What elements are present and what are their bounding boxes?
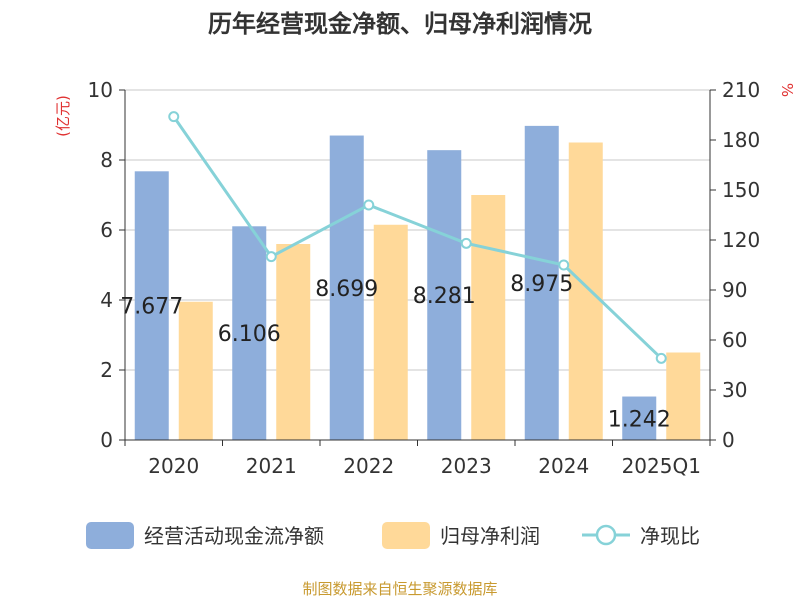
x-tick-label-5: 2025Q1 xyxy=(622,454,701,478)
ratio-line-series xyxy=(168,111,667,364)
ratio-point-2 xyxy=(363,199,375,211)
right-tick-label-2: 60 xyxy=(722,328,747,352)
ratio-point-3 xyxy=(460,237,472,249)
right-tick-label-4: 120 xyxy=(722,228,760,252)
data-label-cashflow-5: 1.242 xyxy=(608,407,671,432)
ratio-point-0 xyxy=(168,111,180,123)
left-tick-label-2: 4 xyxy=(100,288,113,312)
bar-cashflow-5 xyxy=(622,396,657,440)
chart-title: 历年经营现金净额、归母净利润情况 xyxy=(208,10,592,38)
legend: 经营活动现金流净额 归母净利润 净现比 xyxy=(86,522,700,549)
ratio-point-5 xyxy=(655,352,667,364)
right-tick-label-6: 180 xyxy=(722,128,760,152)
bar-profit-5 xyxy=(666,352,701,440)
left-tick-label-5: 10 xyxy=(88,78,113,102)
data-label-cashflow-1: 6.106 xyxy=(218,322,281,347)
bar-cashflow-3 xyxy=(427,150,462,441)
bar-profit-4 xyxy=(568,142,603,440)
ratio-point-1 xyxy=(265,251,277,263)
x-tick-label-0: 2020 xyxy=(148,454,199,478)
data-label-cashflow-3: 8.281 xyxy=(413,284,476,309)
x-tick-label-1: 2021 xyxy=(246,454,297,478)
bar-profit-2 xyxy=(373,224,408,440)
bar-profit-1 xyxy=(276,244,311,440)
legend-label-profit: 归母净利润 xyxy=(440,524,540,548)
right-axis-unit-label: % xyxy=(778,83,796,97)
left-tick-label-4: 8 xyxy=(100,148,113,172)
bar-profit-0 xyxy=(178,301,213,440)
left-tick-label-3: 6 xyxy=(100,218,113,242)
bar-cashflow-1 xyxy=(232,226,267,440)
bar-series xyxy=(134,125,701,441)
right-tick-label-0: 0 xyxy=(722,428,735,452)
legend-label-ratio: 净现比 xyxy=(640,524,700,548)
right-tick-label-7: 210 xyxy=(722,78,760,102)
legend-swatch-profit xyxy=(382,522,430,549)
right-tick-label-5: 150 xyxy=(722,178,760,202)
bar-cashflow-0 xyxy=(134,171,169,440)
data-label-cashflow-2: 8.699 xyxy=(315,277,378,302)
grid-lines xyxy=(125,89,710,371)
data-labels: 7.677 6.106 8.699 8.281 8.975 1.242 xyxy=(120,272,670,432)
right-tick-label-3: 90 xyxy=(722,278,747,302)
x-tick-label-4: 2024 xyxy=(538,454,589,478)
bar-cashflow-2 xyxy=(329,135,364,440)
bar-profit-3 xyxy=(471,195,506,440)
x-tick-label-3: 2023 xyxy=(441,454,492,478)
x-tick-label-2: 2022 xyxy=(343,454,394,478)
ratio-line xyxy=(172,115,663,360)
legend-label-cashflow: 经营活动现金流净额 xyxy=(144,524,324,548)
legend-marker-ratio xyxy=(595,524,617,546)
data-label-cashflow-4: 8.975 xyxy=(510,272,573,297)
bar-cashflow-4 xyxy=(524,125,559,440)
axes: 0 2 4 6 8 10 0 30 60 90 120 150 180 210 2020 2021 2022 20… xyxy=(88,78,761,478)
left-tick-label-1: 2 xyxy=(100,358,113,382)
right-tick-label-1: 30 xyxy=(722,378,747,402)
data-label-cashflow-0: 7.677 xyxy=(120,295,183,320)
left-tick-label-0: 0 xyxy=(100,428,113,452)
legend-swatch-cashflow xyxy=(86,522,134,549)
footer-source: 制图数据来自恒生聚源数据库 xyxy=(302,580,497,598)
ratio-point-4 xyxy=(558,259,570,271)
left-axis-unit-label: (亿元) xyxy=(54,95,72,137)
